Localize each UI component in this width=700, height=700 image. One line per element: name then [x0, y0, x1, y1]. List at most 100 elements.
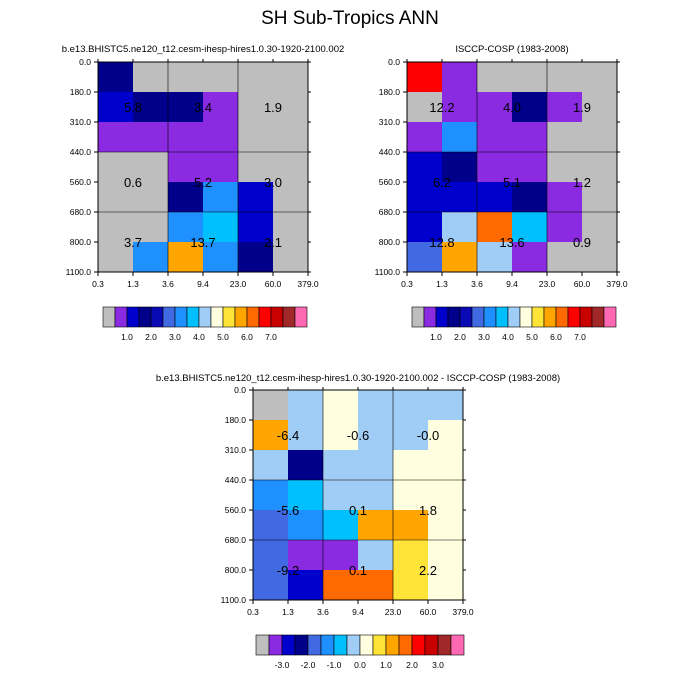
y-tick-label: 1100.0 [221, 595, 247, 605]
colorbar-swatch [174, 306, 188, 328]
heatmap-cell [168, 92, 204, 123]
x-tick-label: 1.3 [127, 279, 139, 289]
colorbar-swatch [320, 634, 335, 656]
heatmap-cell [477, 122, 513, 153]
colorbar-swatch [507, 306, 521, 328]
colorbar-swatch [294, 634, 309, 656]
heatmap-cell [133, 122, 169, 153]
colorbar-swatch [210, 306, 224, 328]
colorbar-swatch [333, 634, 348, 656]
heatmap-cell [168, 152, 204, 183]
colorbar-swatch [268, 634, 283, 656]
heatmap-cell [477, 92, 513, 123]
colorbar-swatch [459, 306, 473, 328]
heatmap-cell [253, 510, 289, 541]
heatmap-cell [582, 62, 618, 93]
cell-annotation: 4.0 [503, 100, 521, 115]
heatmap-cell [133, 92, 169, 123]
y-tick-label: 310.0 [379, 117, 401, 127]
colorbar-swatch [555, 306, 569, 328]
heatmap-cell [358, 480, 394, 511]
y-tick-label: 440.0 [70, 147, 92, 157]
heatmap-cell [273, 182, 309, 213]
heatmap-cell [582, 242, 618, 273]
x-tick-label: 23.0 [539, 279, 556, 289]
cell-annotation: 3.0 [264, 175, 282, 190]
heatmap-cell [168, 182, 204, 213]
heatmap-cell [477, 242, 513, 273]
heatmap-cell [238, 62, 274, 93]
heatmap-cell [323, 540, 359, 571]
cell-annotation: -0.6 [347, 428, 369, 443]
x-tick-label: 9.4 [197, 279, 209, 289]
heatmap-cell [477, 62, 513, 93]
heatmap-cell [407, 62, 443, 93]
x-tick-label: 23.0 [385, 607, 402, 617]
heatmap-cell [133, 152, 169, 183]
panel-title: b.e13.BHISTC5.ne120_t12.cesm-ihesp-hires… [156, 373, 560, 384]
colorbar-swatch [246, 306, 260, 328]
colorbar: -3.0 -2.0 -1.0 0.0 1.0 2.0 3.0 [255, 634, 465, 670]
heatmap-cell [203, 212, 239, 243]
colorbar-swatch [411, 306, 425, 328]
cell-annotation: 0.9 [573, 235, 591, 250]
heatmap-cell [428, 480, 464, 511]
cell-annotation: -9.2 [277, 563, 299, 578]
heatmap-cell [203, 92, 239, 123]
heatmap-cell [393, 510, 429, 541]
heatmap-cell [442, 242, 478, 273]
heatmap-cell [203, 182, 239, 213]
colorbar-swatch [138, 306, 152, 328]
heatmap-cell [358, 570, 394, 601]
heatmap-cell [582, 182, 618, 213]
heatmap-cell [547, 212, 583, 243]
colorbar-label: 4.0 [193, 332, 205, 342]
colorbar-label: 0.0 [354, 660, 366, 670]
cell-annotation: -0.0 [417, 428, 439, 443]
heatmap-cell [512, 242, 548, 273]
heatmap-cell [512, 152, 548, 183]
colorbar-swatch [346, 634, 361, 656]
heatmap-cell [323, 570, 359, 601]
x-tick-label: 60.0 [574, 279, 591, 289]
heatmap-cell [582, 92, 618, 123]
cell-annotation: -5.6 [277, 503, 299, 518]
panel-1: b.e13.BHISTC5.ne120_t12.cesm-ihesp-hires… [62, 44, 345, 342]
colorbar-label: 2.0 [454, 332, 466, 342]
heatmap-cell [442, 152, 478, 183]
panel-2: ISCCP-COSP (1983-2008) 0.3 1.3 3.6 9.4 23.0 60… [375, 44, 628, 342]
y-tick-label: 800.0 [225, 565, 247, 575]
heatmap-cell [288, 450, 324, 481]
cell-annotation: 5.1 [503, 175, 521, 190]
heatmap-cell [582, 152, 618, 183]
colorbar-swatch [281, 634, 296, 656]
heatmap-cell [547, 152, 583, 183]
heatmap-cell [253, 570, 289, 601]
colorbar-swatch [411, 634, 426, 656]
heatmap-cell [168, 122, 204, 153]
panel-3: b.e13.BHISTC5.ne120_t12.cesm-ihesp-hires… [156, 373, 560, 670]
heatmap-cell [442, 182, 478, 213]
colorbar-swatch [359, 634, 374, 656]
colorbar-swatch [519, 306, 533, 328]
cell-annotation: -6.4 [277, 428, 299, 443]
colorbar-swatch [102, 306, 116, 328]
colorbar-swatch [450, 634, 465, 656]
heatmap-cell [133, 242, 169, 273]
colorbar-label: 3.0 [478, 332, 490, 342]
colorbar-label: 2.0 [145, 332, 157, 342]
heatmap-cell [393, 420, 429, 451]
colorbar-swatch [294, 306, 308, 328]
colorbar-label: 6.0 [241, 332, 253, 342]
colorbar: 1.0 2.0 3.0 4.0 5.0 6.0 7.0 [102, 306, 308, 342]
heatmap-cell [98, 62, 134, 93]
cell-annotation: 5.8 [124, 100, 142, 115]
colorbar-label: 5.0 [526, 332, 538, 342]
heatmap-cell [98, 122, 134, 153]
cell-annotation: 1.9 [573, 100, 591, 115]
colorbar-swatch [424, 634, 439, 656]
heatmap-cell [393, 570, 429, 601]
y-tick-label: 680.0 [379, 207, 401, 217]
heatmap-cell [253, 450, 289, 481]
colorbar-swatch [186, 306, 200, 328]
